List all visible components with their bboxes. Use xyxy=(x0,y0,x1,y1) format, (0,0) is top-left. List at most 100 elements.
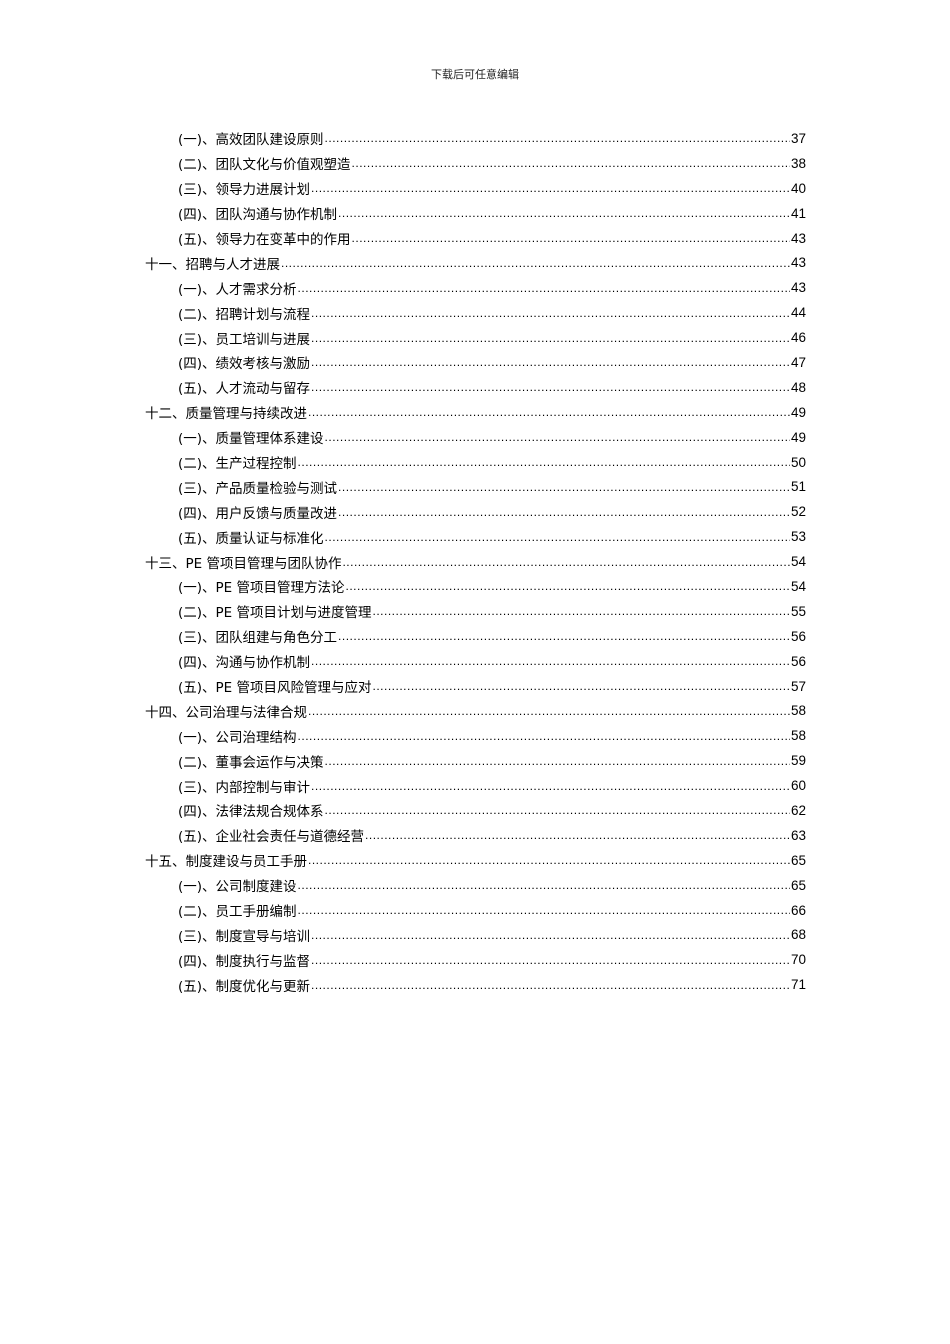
toc-chapter-entry[interactable]: 十一、招聘与人才进展 43 xyxy=(145,250,806,275)
toc-entry-title: (三)、制度宣导与培训 xyxy=(178,928,311,945)
toc-dot-leader xyxy=(298,878,790,892)
toc-section-entry[interactable]: (一)、公司制度建设 65 xyxy=(145,873,806,898)
toc-section-entry[interactable]: (四)、沟通与协作机制 56 xyxy=(145,649,806,674)
toc-section-entry[interactable]: (三)、领导力进展计划 40 xyxy=(145,176,806,201)
toc-page-number: 48 xyxy=(790,379,806,395)
toc-entry-title: 十四、公司治理与法律合规 xyxy=(145,704,307,721)
toc-dot-leader xyxy=(325,131,790,145)
toc-chapter-entry[interactable]: 十五、制度建设与员工手册 65 xyxy=(145,848,806,873)
toc-dot-leader xyxy=(373,679,790,693)
toc-section-entry[interactable]: (一)、PE 管项目管理方法论 54 xyxy=(145,574,806,599)
toc-page-number: 70 xyxy=(790,952,806,968)
toc-section-entry[interactable]: (二)、团队文化与价值观塑造 38 xyxy=(145,151,806,176)
toc-page-number: 62 xyxy=(790,802,806,818)
toc-dot-leader xyxy=(311,331,790,345)
toc-page-number: 54 xyxy=(790,554,806,570)
toc-page-number: 54 xyxy=(790,578,806,594)
toc-entry-title: (一)、公司制度建设 xyxy=(178,879,297,896)
toc-entry-title: (五)、企业社会责任与道德经营 xyxy=(178,829,365,846)
toc-section-entry[interactable]: (五)、企业社会责任与道德经营 63 xyxy=(145,823,806,848)
toc-dot-leader xyxy=(365,828,790,842)
toc-entry-title: (二)、员工手册编制 xyxy=(178,904,297,921)
toc-dot-leader xyxy=(373,604,790,618)
toc-dot-leader xyxy=(281,256,790,270)
toc-entry-title: (一)、公司治理结构 xyxy=(178,729,297,746)
toc-entry-title: (五)、PE 管项目风险管理与应对 xyxy=(178,680,372,697)
toc-section-entry[interactable]: (一)、人才需求分析 43 xyxy=(145,275,806,300)
toc-dot-leader xyxy=(311,978,790,992)
toc-section-entry[interactable]: (四)、绩效考核与激励 47 xyxy=(145,350,806,375)
toc-entry-title: (三)、内部控制与审计 xyxy=(178,779,311,796)
toc-entry-title: (二)、招聘计划与流程 xyxy=(178,306,311,323)
toc-section-entry[interactable]: (三)、团队组建与角色分工 56 xyxy=(145,624,806,649)
toc-page-number: 49 xyxy=(790,429,806,445)
toc-dot-leader xyxy=(311,355,790,369)
toc-page-number: 71 xyxy=(790,977,806,993)
toc-dot-leader xyxy=(311,306,790,320)
toc-section-entry[interactable]: (五)、质量认证与标准化 53 xyxy=(145,524,806,549)
toc-chapter-entry[interactable]: 十四、公司治理与法律合规 58 xyxy=(145,698,806,723)
toc-section-entry[interactable]: (一)、质量管理体系建设 49 xyxy=(145,425,806,450)
toc-section-entry[interactable]: (三)、员工培训与进展 46 xyxy=(145,325,806,350)
toc-dot-leader xyxy=(338,629,790,643)
toc-entry-title: (一)、人才需求分析 xyxy=(178,281,297,298)
toc-page-number: 43 xyxy=(790,230,806,246)
toc-section-entry[interactable]: (四)、团队沟通与协作机制 41 xyxy=(145,201,806,226)
toc-dot-leader xyxy=(352,156,790,170)
toc-page-number: 53 xyxy=(790,529,806,545)
toc-dot-leader xyxy=(338,505,790,519)
toc-section-entry[interactable]: (二)、PE 管项目计划与进度管理 55 xyxy=(145,599,806,624)
toc-entry-title: (二)、团队文化与价值观塑造 xyxy=(178,157,351,174)
table-of-contents: (一)、高效团队建设原则 37 (二)、团队文化与价值观塑造 38 (三)、领导力进展计… xyxy=(145,126,806,997)
toc-dot-leader xyxy=(311,181,790,195)
toc-section-entry[interactable]: (四)、法律法规合规体系 62 xyxy=(145,798,806,823)
toc-page-number: 68 xyxy=(790,927,806,943)
toc-section-entry[interactable]: (二)、生产过程控制 50 xyxy=(145,450,806,475)
toc-entry-title: 十三、PE 管项目管理与团队协作 xyxy=(145,555,342,572)
toc-section-entry[interactable]: (五)、制度优化与更新 71 xyxy=(145,972,806,997)
toc-dot-leader xyxy=(311,654,790,668)
toc-page-number: 58 xyxy=(790,728,806,744)
toc-section-entry[interactable]: (三)、内部控制与审计 60 xyxy=(145,773,806,798)
toc-entry-title: (二)、生产过程控制 xyxy=(178,456,297,473)
toc-section-entry[interactable]: (四)、制度执行与监督 70 xyxy=(145,947,806,972)
toc-page-number: 47 xyxy=(790,354,806,370)
toc-dot-leader xyxy=(298,903,790,917)
toc-entry-title: (五)、领导力在变革中的作用 xyxy=(178,232,351,248)
toc-entry-title: (四)、制度执行与监督 xyxy=(178,953,311,970)
toc-page-number: 37 xyxy=(790,130,806,146)
toc-entry-title: (一)、质量管理体系建设 xyxy=(178,431,324,448)
toc-dot-leader xyxy=(308,405,790,419)
toc-page-number: 43 xyxy=(790,255,806,271)
toc-dot-leader xyxy=(311,953,790,967)
toc-section-entry[interactable]: (二)、董事会运作与决策 59 xyxy=(145,748,806,773)
toc-page-number: 58 xyxy=(790,703,806,719)
toc-entry-title: (四)、用户反馈与质量改进 xyxy=(178,505,338,522)
toc-section-entry[interactable]: (三)、制度宣导与培训 68 xyxy=(145,923,806,948)
toc-entry-title: 十一、招聘与人才进展 xyxy=(145,256,280,273)
toc-entry-title: (五)、制度优化与更新 xyxy=(178,978,311,995)
toc-entry-title: (一)、PE 管项目管理方法论 xyxy=(178,580,345,597)
toc-entry-title: (五)、人才流动与留存 xyxy=(178,381,311,398)
toc-section-entry[interactable]: (五)、领导力在变革中的作用 43 xyxy=(145,226,806,251)
toc-entry-title: 十五、制度建设与员工手册 xyxy=(145,854,307,871)
toc-chapter-entry[interactable]: 十三、PE 管项目管理与团队协作 54 xyxy=(145,549,806,574)
toc-section-entry[interactable]: (一)、高效团队建设原则 37 xyxy=(145,126,806,151)
toc-dot-leader xyxy=(325,803,790,817)
toc-chapter-entry[interactable]: 十二、质量管理与持续改进 49 xyxy=(145,400,806,425)
toc-section-entry[interactable]: (四)、用户反馈与质量改进 52 xyxy=(145,499,806,524)
toc-section-entry[interactable]: (五)、人才流动与留存 48 xyxy=(145,375,806,400)
toc-dot-leader xyxy=(298,455,790,469)
toc-section-entry[interactable]: (二)、员工手册编制 66 xyxy=(145,898,806,923)
toc-dot-leader xyxy=(325,430,790,444)
toc-page-number: 38 xyxy=(790,155,806,171)
toc-page-number: 66 xyxy=(790,902,806,918)
toc-section-entry[interactable]: (二)、招聘计划与流程 44 xyxy=(145,300,806,325)
toc-page-number: 65 xyxy=(790,852,806,868)
toc-page-number: 52 xyxy=(790,504,806,520)
toc-section-entry[interactable]: (五)、PE 管项目风险管理与应对 57 xyxy=(145,674,806,699)
toc-section-entry[interactable]: (三)、产品质量检验与测试 51 xyxy=(145,474,806,499)
toc-dot-leader xyxy=(338,206,790,220)
toc-dot-leader xyxy=(298,729,790,743)
toc-section-entry[interactable]: (一)、公司治理结构 58 xyxy=(145,723,806,748)
